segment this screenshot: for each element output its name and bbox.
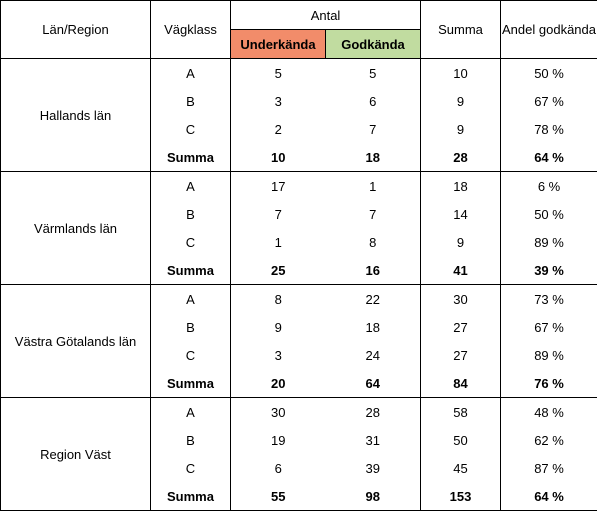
underkanda-cell: 6 <box>231 454 326 482</box>
underkanda-cell: 3 <box>231 87 326 115</box>
col-header-andel: Andel godkända <box>501 1 597 59</box>
summa-sum: 28 <box>421 143 501 172</box>
andel-sum: 39 % <box>501 256 597 285</box>
andel-cell: 67 % <box>501 87 597 115</box>
andel-cell: 50 % <box>501 59 597 88</box>
col-header-antal: Antal <box>231 1 421 30</box>
andel-sum: 64 % <box>501 143 597 172</box>
andel-cell: 48 % <box>501 398 597 427</box>
summa-cell: 14 <box>421 200 501 228</box>
andel-cell: 89 % <box>501 228 597 256</box>
region-name: Region Väst <box>1 398 151 511</box>
road-class-table: Län/Region Vägklass Antal Summa Andel go… <box>0 0 597 511</box>
underkanda-cell: 1 <box>231 228 326 256</box>
vagklass-cell: B <box>151 313 231 341</box>
col-header-godkanda: Godkända <box>326 30 421 59</box>
vagklass-cell: C <box>151 115 231 143</box>
summa-cell: 9 <box>421 115 501 143</box>
underkanda-cell: 9 <box>231 313 326 341</box>
underkanda-sum: 10 <box>231 143 326 172</box>
summa-sum: 84 <box>421 369 501 398</box>
godkanda-sum: 64 <box>326 369 421 398</box>
andel-cell: 67 % <box>501 313 597 341</box>
underkanda-cell: 8 <box>231 285 326 314</box>
andel-cell: 78 % <box>501 115 597 143</box>
col-header-vagklass: Vägklass <box>151 1 231 59</box>
summa-cell: 10 <box>421 59 501 88</box>
godkanda-cell: 24 <box>326 341 421 369</box>
andel-cell: 89 % <box>501 341 597 369</box>
summa-sum: 41 <box>421 256 501 285</box>
summa-cell: 27 <box>421 341 501 369</box>
underkanda-cell: 17 <box>231 172 326 201</box>
godkanda-cell: 22 <box>326 285 421 314</box>
summa-cell: 18 <box>421 172 501 201</box>
col-header-underkanda: Underkända <box>231 30 326 59</box>
summa-cell: 30 <box>421 285 501 314</box>
godkanda-sum: 16 <box>326 256 421 285</box>
godkanda-sum: 98 <box>326 482 421 511</box>
andel-cell: 62 % <box>501 426 597 454</box>
godkanda-cell: 7 <box>326 200 421 228</box>
vagklass-cell: A <box>151 172 231 201</box>
summa-cell: 45 <box>421 454 501 482</box>
andel-sum: 76 % <box>501 369 597 398</box>
underkanda-cell: 3 <box>231 341 326 369</box>
underkanda-cell: 5 <box>231 59 326 88</box>
andel-sum: 64 % <box>501 482 597 511</box>
godkanda-cell: 31 <box>326 426 421 454</box>
godkanda-sum: 18 <box>326 143 421 172</box>
summa-cell: 27 <box>421 313 501 341</box>
region-name: Värmlands län <box>1 172 151 285</box>
vagklass-cell: B <box>151 200 231 228</box>
summa-cell: 58 <box>421 398 501 427</box>
col-header-lan: Län/Region <box>1 1 151 59</box>
vagklass-cell: B <box>151 87 231 115</box>
underkanda-sum: 55 <box>231 482 326 511</box>
summa-label: Summa <box>151 482 231 511</box>
region-name: Västra Götalands län <box>1 285 151 398</box>
summa-cell: 9 <box>421 228 501 256</box>
vagklass-cell: C <box>151 228 231 256</box>
godkanda-cell: 5 <box>326 59 421 88</box>
godkanda-cell: 1 <box>326 172 421 201</box>
godkanda-cell: 18 <box>326 313 421 341</box>
vagklass-cell: C <box>151 454 231 482</box>
godkanda-cell: 6 <box>326 87 421 115</box>
underkanda-cell: 19 <box>231 426 326 454</box>
col-header-summa: Summa <box>421 1 501 59</box>
godkanda-cell: 7 <box>326 115 421 143</box>
godkanda-cell: 28 <box>326 398 421 427</box>
summa-cell: 50 <box>421 426 501 454</box>
summa-label: Summa <box>151 143 231 172</box>
vagklass-cell: C <box>151 341 231 369</box>
summa-label: Summa <box>151 369 231 398</box>
underkanda-cell: 30 <box>231 398 326 427</box>
vagklass-cell: A <box>151 59 231 88</box>
underkanda-sum: 25 <box>231 256 326 285</box>
godkanda-cell: 8 <box>326 228 421 256</box>
underkanda-cell: 2 <box>231 115 326 143</box>
godkanda-cell: 39 <box>326 454 421 482</box>
summa-label: Summa <box>151 256 231 285</box>
summa-sum: 153 <box>421 482 501 511</box>
vagklass-cell: A <box>151 285 231 314</box>
summa-cell: 9 <box>421 87 501 115</box>
andel-cell: 50 % <box>501 200 597 228</box>
andel-cell: 6 % <box>501 172 597 201</box>
region-name: Hallands län <box>1 59 151 172</box>
underkanda-cell: 7 <box>231 200 326 228</box>
vagklass-cell: A <box>151 398 231 427</box>
andel-cell: 73 % <box>501 285 597 314</box>
vagklass-cell: B <box>151 426 231 454</box>
underkanda-sum: 20 <box>231 369 326 398</box>
andel-cell: 87 % <box>501 454 597 482</box>
